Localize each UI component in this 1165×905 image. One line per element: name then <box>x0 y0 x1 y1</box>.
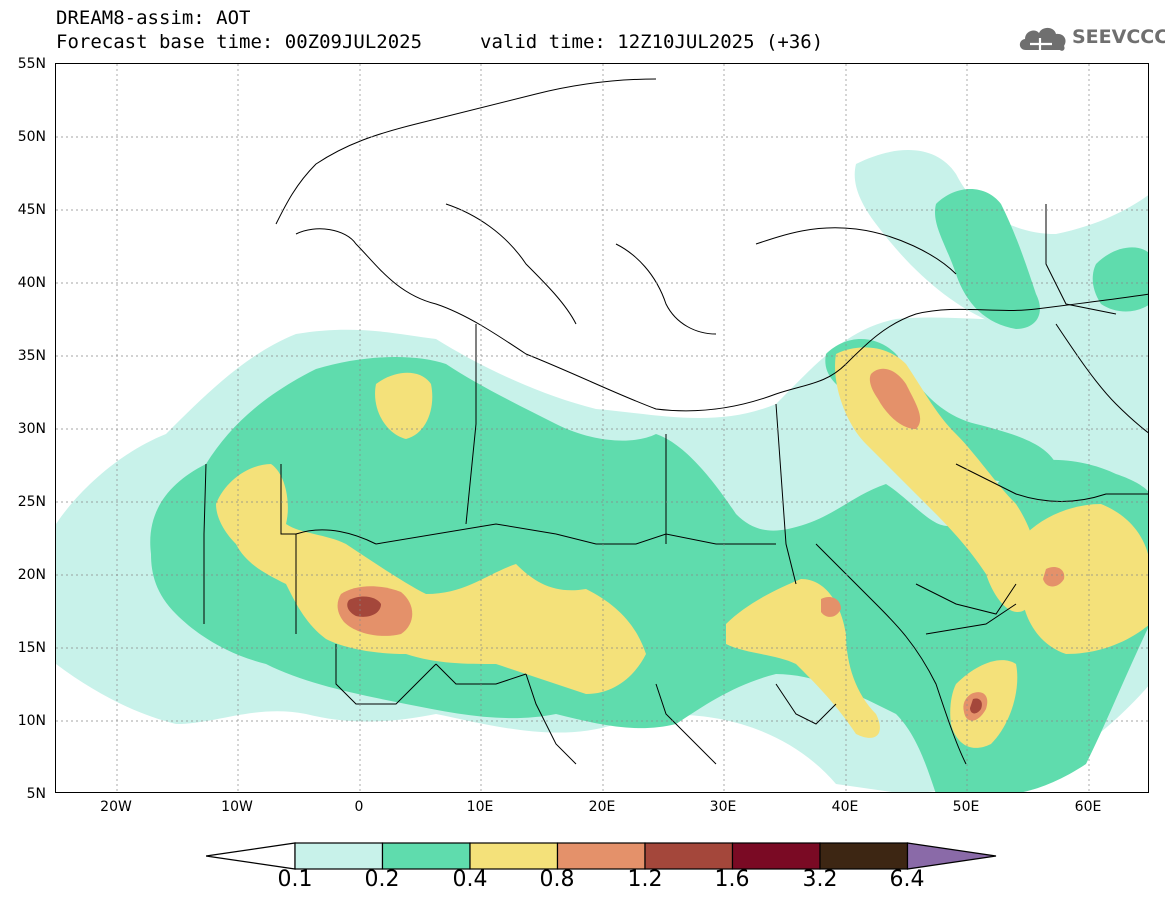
colorbar-segment <box>469 842 559 870</box>
lon-label: 40E <box>831 799 859 815</box>
lon-label: 30E <box>709 799 737 815</box>
seevccc-logo: SEEVCCC <box>1016 22 1165 58</box>
colorbar <box>206 842 997 870</box>
colorbar-label: 0.1 <box>277 867 313 892</box>
colorbar-over-triangle <box>906 842 997 870</box>
colorbar-segment <box>294 842 384 870</box>
lat-label: 45N <box>17 202 46 218</box>
colorbar-segment <box>819 842 909 870</box>
colorbar-label: 1.2 <box>627 867 663 892</box>
lat-label: 35N <box>17 348 46 364</box>
map-panel <box>55 63 1149 793</box>
country-borders <box>203 78 1148 765</box>
colorbar-label: 1.6 <box>714 867 750 892</box>
colorbar-label: 3.2 <box>802 867 838 892</box>
lon-label: 60E <box>1074 799 1102 815</box>
colorbar-segment <box>731 842 821 870</box>
aot-level-0.4 <box>216 347 1148 748</box>
map-title: DREAM8-assim: AOT <box>56 7 251 29</box>
lon-label: 50E <box>952 799 980 815</box>
lat-label: 40N <box>17 275 46 291</box>
graticule <box>56 64 1148 792</box>
lat-label: 50N <box>17 129 46 145</box>
colorbar-label: 0.4 <box>452 867 488 892</box>
lat-label: 5N <box>26 786 46 802</box>
forecast-base-time: Forecast base time: 00Z09JUL2025 <box>56 31 423 53</box>
lat-label: 55N <box>17 56 46 72</box>
lon-label: 10W <box>221 799 253 815</box>
colorbar-under-triangle <box>206 842 296 870</box>
lat-label: 15N <box>17 640 46 656</box>
aot-level-1.2 <box>347 596 982 714</box>
lat-label: 25N <box>17 494 46 510</box>
colorbar-label: 0.2 <box>364 867 400 892</box>
colorbar-label: 0.8 <box>539 867 575 892</box>
lon-label: 20E <box>588 799 616 815</box>
lat-label: 20N <box>17 567 46 583</box>
lat-label: 30N <box>17 421 46 437</box>
colorbar-label: 6.4 <box>889 867 925 892</box>
logo-text: SEEVCCC <box>1072 26 1165 48</box>
aot-field-map <box>56 64 1148 792</box>
lon-label: 0 <box>354 799 364 815</box>
lon-label: 20W <box>100 799 132 815</box>
colorbar-segment <box>644 842 734 870</box>
colorbar-segment <box>381 842 471 870</box>
valid-time: valid time: 12Z10JUL2025 (+36) <box>480 31 824 53</box>
lat-label: 10N <box>17 713 46 729</box>
colorbar-segment <box>556 842 646 870</box>
lon-label: 10E <box>466 799 494 815</box>
cloud-icon <box>1019 27 1066 51</box>
